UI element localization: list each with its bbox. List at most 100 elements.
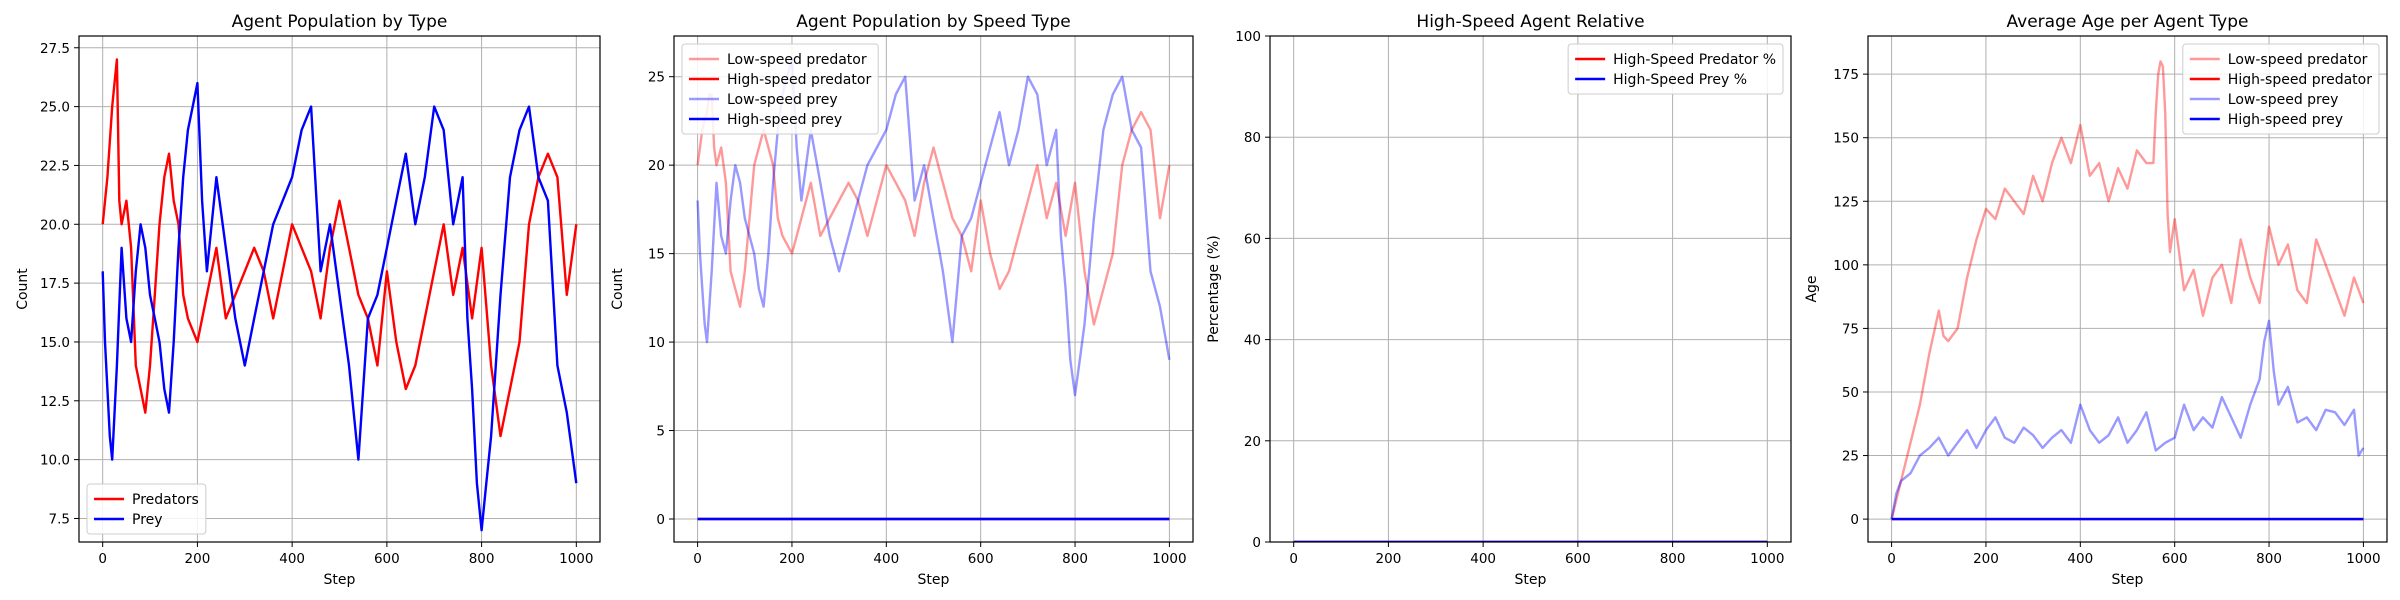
y-tick-label: 100 (1235, 29, 1261, 45)
legend-item-low-speed-prey: Low-speed prey (689, 92, 838, 108)
chart-title: Average Age per Agent Type (2007, 12, 2249, 32)
x-tick-label: 800 (1062, 551, 1088, 567)
legend-label: Low-speed predator (727, 52, 867, 68)
legend-label: Predators (132, 492, 199, 508)
series-line-predators (101, 58, 578, 438)
y-tick-label: 75 (1842, 321, 1859, 337)
y-tick-label: 27.5 (40, 41, 70, 57)
legend-item-high-speed-prey: High-speed prey (689, 112, 842, 128)
y-tick-label: 40 (1244, 333, 1261, 349)
x-tick-label: 0 (693, 551, 702, 567)
y-axis-label: Percentage (%) (1206, 235, 1222, 342)
x-tick-label: 600 (1565, 551, 1591, 567)
x-tick-label: 200 (185, 551, 211, 567)
y-tick-label: 0 (1850, 512, 1859, 528)
x-tick-label: 1000 (1152, 551, 1186, 567)
y-tick-label: 20.0 (40, 217, 70, 233)
y-tick-label: 0 (656, 512, 665, 528)
y-tick-label: 7.5 (49, 511, 70, 527)
legend-item-high-speed-prey: High-Speed Prey % (1575, 72, 1747, 88)
y-axis-label: Age (1804, 275, 1820, 302)
legend-label: High-speed predator (727, 72, 871, 88)
legend-item-high-speed-predator: High-Speed Predator % (1575, 52, 1776, 68)
legend-item-high-speed-prey: High-speed prey (2189, 112, 2343, 128)
x-tick-label: 800 (2256, 551, 2282, 567)
legend-item-predators: Predators (94, 492, 199, 508)
chart-population-by-speed: 0 200 400 600 800 1000 0 5 10 15 20 25 Agent Populat… (610, 12, 1194, 588)
y-tick-label: 17.5 (40, 276, 70, 292)
y-tick-label: 60 (1244, 231, 1261, 247)
y-tick-label: 25 (648, 70, 665, 86)
x-axis-label: Step (918, 572, 950, 588)
x-axis-label: Step (2112, 572, 2144, 588)
y-tick-label: 15 (648, 247, 665, 263)
x-tick-label: 1000 (1750, 551, 1784, 567)
legend: Predators Prey (86, 483, 207, 535)
x-tick-label: 600 (968, 551, 994, 567)
legend-item-low-speed-prey: Low-speed prey (2189, 92, 2339, 108)
x-tick-label: 200 (1973, 551, 1999, 567)
x-tick-label: 0 (98, 551, 107, 567)
y-tick-label: 5 (656, 424, 665, 440)
series-line-low-speed-prey (696, 57, 1171, 397)
legend-label: Low-speed predator (2228, 52, 2368, 68)
legend-label: High-Speed Predator % (1613, 52, 1776, 68)
legend-label: High-speed prey (2228, 112, 2343, 128)
y-tick-label: 22.5 (40, 158, 70, 174)
legend-frame (2182, 43, 2380, 135)
legend-label: High-speed prey (727, 112, 842, 128)
series-line-low-speed-predator (696, 93, 1171, 326)
plot-frame (673, 35, 1194, 543)
legend-frame (1567, 43, 1784, 95)
x-tick-label: 1000 (2346, 551, 2380, 567)
y-tick-label: 20 (648, 158, 665, 174)
y-tick-label: 175 (1833, 67, 1859, 83)
x-tick-label: 400 (2067, 551, 2093, 567)
y-tick-label: 10 (648, 335, 665, 351)
x-tick-label: 800 (1660, 551, 1686, 567)
x-tick-label: 200 (779, 551, 805, 567)
x-axis-label: Step (1515, 572, 1547, 588)
chart-population-by-type: 0 200 400 600 800 1000 7.5 10.0 12.5 15.0 17.5 20.0… (15, 12, 601, 588)
y-tick-label: 15.0 (40, 335, 70, 351)
legend-label: Low-speed prey (727, 92, 838, 108)
legend-item-low-speed-predator: Low-speed predator (2189, 52, 2368, 68)
y-tick-label: 125 (1833, 194, 1859, 210)
x-tick-label: 600 (2162, 551, 2188, 567)
legend-label: High-speed predator (2228, 72, 2372, 88)
y-axis-label: Count (15, 268, 31, 310)
y-axis-label: Count (610, 268, 626, 310)
legend-item-high-speed-predator: High-speed predator (2189, 72, 2372, 88)
legend: Low-speed predator High-speed predator Low… (681, 43, 879, 135)
legend-item-low-speed-predator: Low-speed predator (689, 52, 867, 68)
y-tick-label: 0 (1252, 535, 1261, 551)
series-line-low-speed-prey (1890, 319, 2365, 520)
chart-average-age: 0 200 400 600 800 1000 0 25 50 75 100 125 150 175 Aver… (1804, 12, 2388, 588)
series-line-low-speed-predator (1890, 60, 2365, 520)
y-tick-label: 25 (1842, 449, 1859, 465)
x-tick-label: 200 (1376, 551, 1402, 567)
legend-item-prey: Prey (94, 512, 163, 528)
x-tick-label: 0 (1887, 551, 1896, 567)
series-lines (1890, 60, 2365, 521)
chart-high-speed-relative: 0 200 400 600 800 1000 0 20 40 60 80 100 High-Speed … (1206, 12, 1792, 588)
y-tick-label: 100 (1833, 258, 1859, 274)
legend: High-Speed Predator % High-Speed Prey % (1567, 43, 1784, 95)
series-line-prey (101, 81, 578, 532)
x-tick-label: 800 (469, 551, 495, 567)
series-lines (696, 57, 1171, 521)
legend-item-high-speed-predator: High-speed predator (689, 72, 871, 88)
legend-frame (86, 483, 207, 535)
legend: Low-speed predator High-speed predator Low… (2182, 43, 2380, 135)
y-tick-label: 10.0 (40, 453, 70, 469)
y-tick-label: 20 (1244, 434, 1261, 450)
series-lines (101, 58, 578, 532)
legend-label: Prey (132, 512, 163, 528)
legend-frame (681, 43, 879, 135)
y-tick-label: 12.5 (40, 394, 70, 410)
x-tick-label: 600 (374, 551, 400, 567)
legend-label: Low-speed prey (2228, 92, 2339, 108)
plot-frame (78, 35, 601, 543)
x-tick-label: 400 (873, 551, 899, 567)
